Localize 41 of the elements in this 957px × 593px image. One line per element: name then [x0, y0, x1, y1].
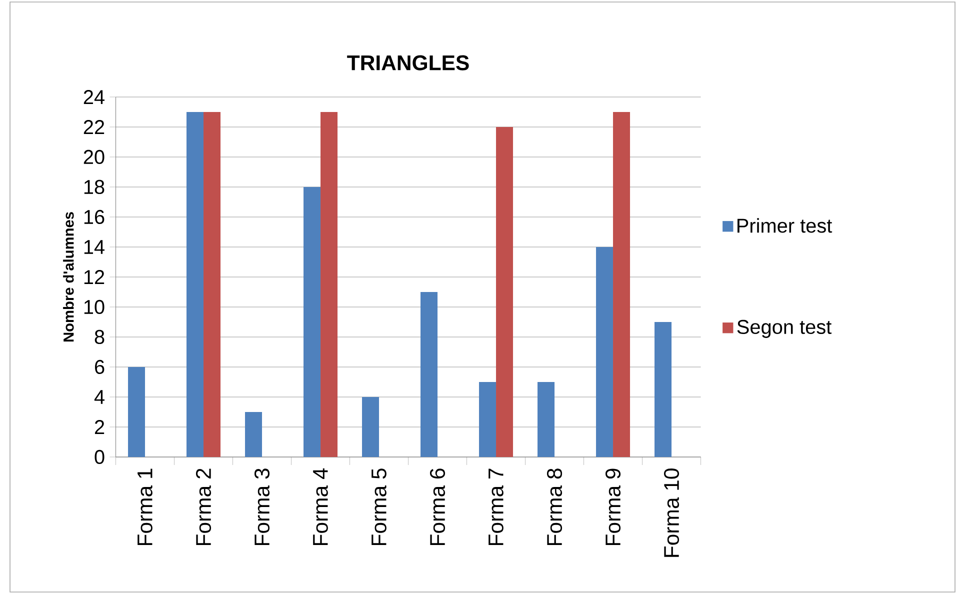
- x-tick-label: Forma 1: [138, 468, 152, 546]
- x-tick-label: Forma 3: [254, 468, 270, 546]
- x-tick-label: Forma 9: [606, 468, 621, 546]
- bar: [596, 246, 614, 457]
- y-tick-label: 14: [84, 240, 104, 254]
- x-tick-label: Forma 6: [430, 468, 446, 546]
- y-tick-label: 24: [84, 90, 104, 104]
- y-tick-label: 10: [84, 300, 104, 314]
- bar: [245, 412, 262, 457]
- bar: [420, 292, 438, 457]
- y-tick-label: 6: [95, 360, 104, 374]
- bar: [479, 382, 496, 457]
- y-tick-label: 2: [94, 420, 104, 434]
- bar: [362, 396, 380, 457]
- x-tick-label: Forma 10: [664, 468, 680, 557]
- legend-label: Primer test: [738, 218, 832, 233]
- chart-title: TRIANGLES: [347, 55, 469, 70]
- bar: [204, 112, 221, 457]
- x-tick-label: Forma 8: [547, 468, 562, 546]
- bar: [320, 112, 338, 457]
- x-tick-label: Forma 5: [372, 468, 386, 546]
- y-tick-label: 4: [94, 390, 104, 404]
- bar: [654, 322, 672, 457]
- y-tick-label: 18: [84, 180, 104, 194]
- y-tick-label: 8: [94, 330, 104, 344]
- bar: [613, 112, 630, 457]
- x-tick-label: Forma 2: [196, 468, 212, 546]
- y-tick-label: 16: [84, 210, 104, 224]
- legend-label: Segon test: [737, 320, 832, 338]
- y-axis-title: Nombre d'alumnes: [63, 212, 74, 342]
- bar: [304, 186, 321, 457]
- bar: [128, 366, 146, 457]
- x-tick-label: Forma 7: [488, 468, 504, 546]
- x-tick-label: Forma 4: [313, 468, 328, 546]
- bar: [496, 126, 514, 457]
- y-tick-label: 20: [84, 150, 104, 164]
- bar: [186, 112, 204, 457]
- bar: [538, 382, 555, 457]
- y-tick-label: 22: [84, 120, 104, 134]
- y-tick-label: 12: [84, 270, 104, 284]
- y-tick-label: 0: [94, 450, 104, 464]
